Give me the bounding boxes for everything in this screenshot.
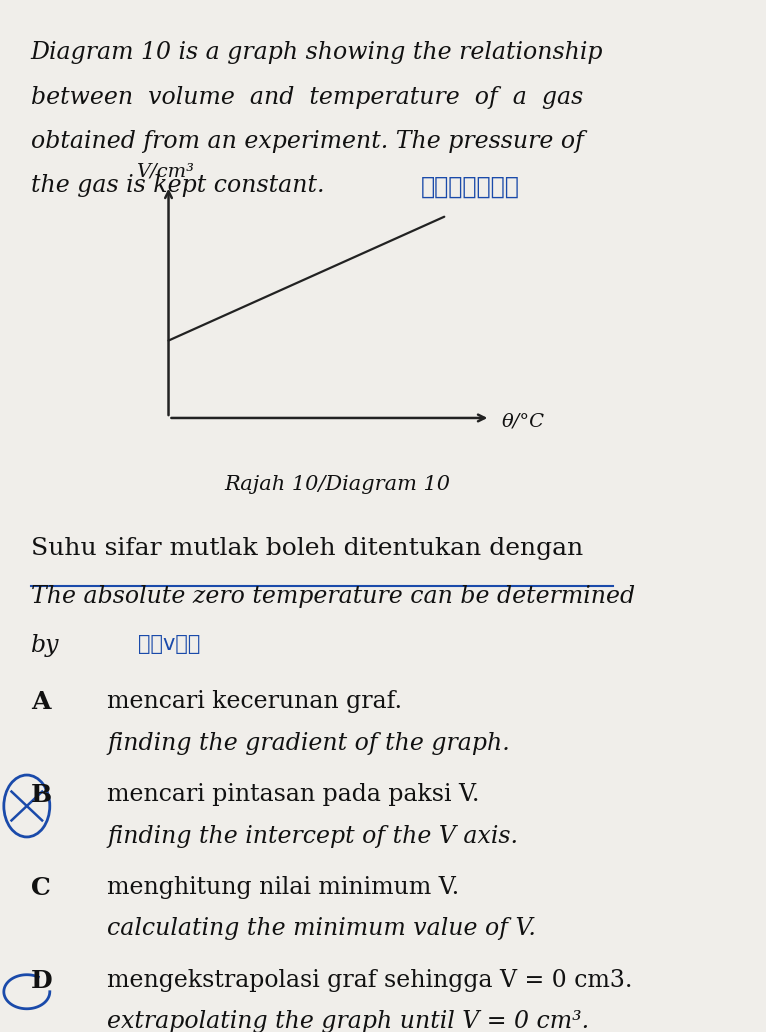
Text: by: by bbox=[31, 634, 59, 656]
Text: menghitung nilai minimum V.: menghitung nilai minimum V. bbox=[107, 876, 460, 899]
Text: C: C bbox=[31, 876, 51, 900]
Text: Rajah 10/Diagram 10: Rajah 10/Diagram 10 bbox=[224, 475, 450, 493]
Text: obtained from an experiment. The pressure of: obtained from an experiment. The pressur… bbox=[31, 130, 584, 153]
Text: D: D bbox=[31, 969, 52, 993]
Text: mengekstrapolasi graf sehingga V = 0 cm3.: mengekstrapolasi graf sehingga V = 0 cm3… bbox=[107, 969, 633, 992]
Text: extrapolating the graph until V = 0 cm³.: extrapolating the graph until V = 0 cm³. bbox=[107, 1010, 589, 1032]
Text: mencari kecerunan graf.: mencari kecerunan graf. bbox=[107, 690, 402, 713]
Text: mencari pintasan pada paksi V.: mencari pintasan pada paksi V. bbox=[107, 783, 480, 806]
Text: The absolute zero temperature can be determined: The absolute zero temperature can be det… bbox=[31, 585, 635, 608]
Text: θ/°C: θ/°C bbox=[502, 412, 545, 430]
Text: V/cm³: V/cm³ bbox=[136, 163, 194, 181]
Text: B: B bbox=[31, 783, 52, 807]
Text: the gas is kept constant.: the gas is kept constant. bbox=[31, 174, 324, 197]
Text: finding the gradient of the graph.: finding the gradient of the graph. bbox=[107, 732, 510, 754]
Text: calculating the minimum value of V.: calculating the minimum value of V. bbox=[107, 917, 536, 940]
Text: Suhu sifar mutlak boleh ditentukan dengan: Suhu sifar mutlak boleh ditentukan denga… bbox=[31, 537, 583, 559]
Text: between  volume  and  temperature  of  a  gas: between volume and temperature of a gas bbox=[31, 86, 583, 108]
Text: 气体的压力恒定: 气体的压力恒定 bbox=[421, 174, 520, 198]
Text: finding the intercept of the V axis.: finding the intercept of the V axis. bbox=[107, 825, 519, 847]
Text: 绝对v温度: 绝对v温度 bbox=[138, 634, 200, 653]
Text: A: A bbox=[31, 690, 50, 714]
Text: Diagram 10 is a graph showing the relationship: Diagram 10 is a graph showing the relati… bbox=[31, 41, 603, 64]
